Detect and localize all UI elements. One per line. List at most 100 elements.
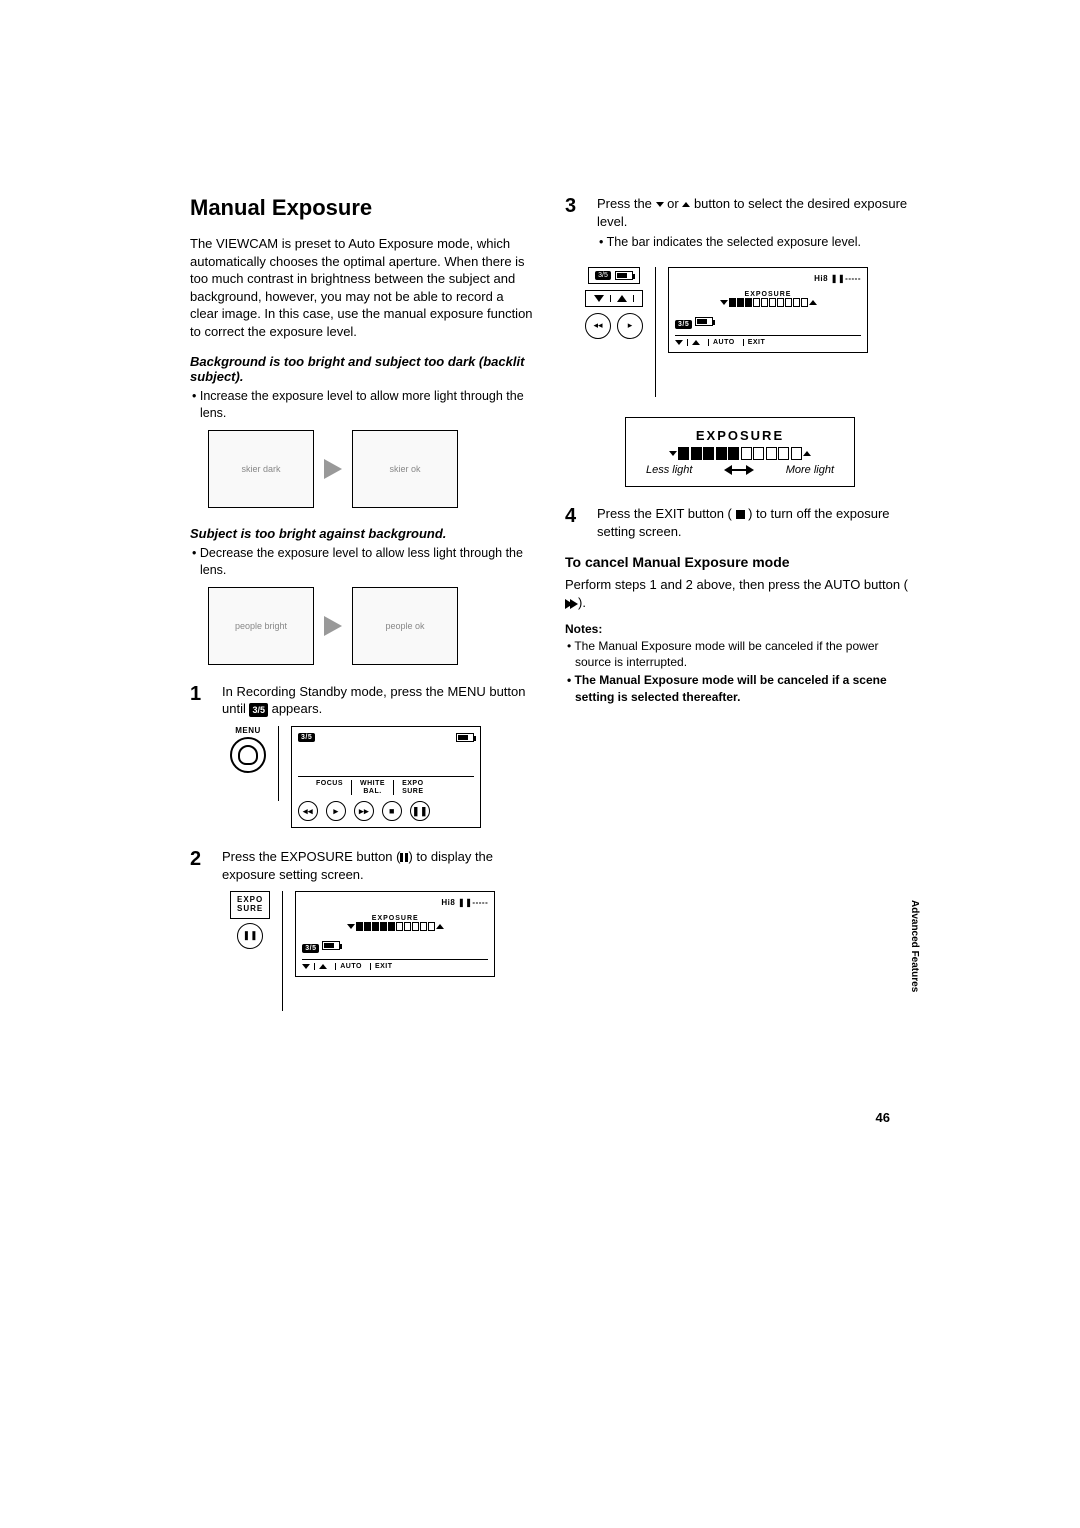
hi8-label: Hi8 ❚❚----- bbox=[441, 898, 488, 907]
step-4: 4 Press the EXIT button ( ) to turn off … bbox=[565, 505, 910, 540]
cancel-before: Perform steps 1 and 2 above, then press … bbox=[565, 577, 908, 592]
exposure-bar bbox=[302, 922, 488, 931]
more-light-label: More light bbox=[786, 464, 834, 476]
step-text: Press the EXIT button ( ) to turn off th… bbox=[597, 505, 910, 540]
exit-label: EXIT bbox=[743, 339, 770, 346]
step-num: 3 bbox=[565, 195, 583, 259]
section-tab-label: Advanced Features bbox=[909, 900, 920, 992]
less-light-label: Less light bbox=[646, 464, 692, 476]
situation2-heading: Subject is too bright against background… bbox=[190, 526, 535, 541]
right-column: 3 Press the or button to select the desi… bbox=[565, 195, 910, 1031]
down-icon bbox=[675, 340, 683, 345]
battery-icon bbox=[695, 317, 713, 326]
badge-icon: 3/5 bbox=[595, 271, 611, 280]
situation1-bullet: • Increase the exposure level to allow m… bbox=[190, 388, 535, 422]
left-column: Manual Exposure The VIEWCAM is preset to… bbox=[190, 195, 535, 1031]
battery-icon bbox=[615, 271, 633, 280]
menu-label: MENU bbox=[235, 726, 261, 735]
situation1-heading: Background is too bright and subject too… bbox=[190, 354, 535, 384]
battery-icon bbox=[456, 733, 474, 742]
down-icon bbox=[302, 964, 310, 969]
lcd-screen-1: 3/5 FOCUS WHITE BAL. EXPO SURE ◂◂ ▸ ▸▸ ■… bbox=[291, 726, 481, 828]
step-3: 3 Press the or button to select the desi… bbox=[565, 195, 910, 259]
step1-diagram: MENU 3/5 FOCUS WHITE BAL. EXPO SURE bbox=[230, 726, 535, 828]
tab-focus: FOCUS bbox=[298, 780, 352, 795]
step-2: 2 Press the EXPOSURE button () to displa… bbox=[190, 848, 535, 883]
bottom-bar: AUTO EXIT bbox=[675, 335, 861, 346]
menu-button-illus: MENU bbox=[230, 726, 266, 773]
arrow-icon bbox=[324, 459, 342, 479]
battery-icon bbox=[322, 941, 340, 950]
cancel-after: ). bbox=[578, 595, 586, 610]
stop-icon bbox=[736, 510, 745, 519]
situation2-bullet: • Decrease the exposure level to allow l… bbox=[190, 545, 535, 579]
tab-white-bal: WHITE BAL. bbox=[352, 780, 394, 795]
expo-button-illus: EXPO SURE ❚❚ bbox=[230, 891, 270, 949]
cancel-heading: To cancel Manual Exposure mode bbox=[565, 554, 910, 570]
bottom-bar: AUTO EXIT bbox=[302, 959, 488, 970]
illus-bright-before: people bright bbox=[208, 587, 314, 665]
expo-label: EXPO SURE bbox=[230, 891, 270, 919]
pause-icon: ❚❚ bbox=[410, 801, 430, 821]
up-icon bbox=[319, 964, 327, 969]
arrow-icon bbox=[324, 616, 342, 636]
page-content: Manual Exposure The VIEWCAM is preset to… bbox=[190, 195, 910, 1031]
up-icon bbox=[617, 295, 627, 302]
step3-diagram: 3/5 ◂◂ ▸ Hi8 ❚❚----- bbox=[585, 267, 910, 397]
down-icon bbox=[669, 451, 677, 456]
updown-controls: 3/5 ◂◂ ▸ bbox=[585, 267, 643, 339]
note-2: • The Manual Exposure mode will be cance… bbox=[565, 672, 910, 704]
step4-before: Press the EXIT button ( bbox=[597, 506, 736, 521]
rewind-icon: ◂◂ bbox=[585, 313, 611, 339]
hi8-label: Hi8 ❚❚----- bbox=[814, 274, 861, 283]
menu-circle-icon bbox=[230, 737, 266, 773]
pause-button-icon: ❚❚ bbox=[237, 923, 263, 949]
exposure-bar bbox=[675, 298, 861, 307]
ff-icon bbox=[565, 594, 578, 612]
cancel-text: Perform steps 1 and 2 above, then press … bbox=[565, 576, 910, 612]
page-title: Manual Exposure bbox=[190, 195, 535, 221]
illus-bright-after: people ok bbox=[352, 587, 458, 665]
step-num: 4 bbox=[565, 505, 583, 540]
illus-backlit-after: skier ok bbox=[352, 430, 458, 508]
step-num: 2 bbox=[190, 848, 208, 883]
note-1: • The Manual Exposure mode will be cance… bbox=[565, 638, 910, 670]
stop-icon: ■ bbox=[382, 801, 402, 821]
auto-label: AUTO bbox=[708, 339, 739, 346]
up-icon bbox=[803, 451, 811, 456]
bidir-arrow-icon bbox=[724, 464, 754, 476]
tab-exposure: EXPO SURE bbox=[394, 780, 431, 795]
step2-diagram: EXPO SURE ❚❚ Hi8 ❚❚----- EXPOSURE bbox=[230, 891, 535, 1011]
step-text: In Recording Standby mode, press the MEN… bbox=[222, 683, 535, 718]
illus-backlit-before: skier dark bbox=[208, 430, 314, 508]
up-icon bbox=[692, 340, 700, 345]
step-num: 1 bbox=[190, 683, 208, 718]
auto-label: AUTO bbox=[335, 963, 366, 970]
badge-icon: 3/5 bbox=[675, 320, 692, 329]
exposure-label: EXPOSURE bbox=[675, 291, 861, 298]
intro-text: The VIEWCAM is preset to Auto Exposure m… bbox=[190, 235, 535, 340]
ff-icon: ▸▸ bbox=[354, 801, 374, 821]
badge-icon: 3/5 bbox=[302, 944, 319, 953]
notes-heading: Notes: bbox=[565, 622, 910, 636]
exposure-title: EXPOSURE bbox=[636, 428, 844, 443]
situation2-illustrations: people bright people ok bbox=[208, 587, 535, 665]
exit-label: EXIT bbox=[370, 963, 397, 970]
down-icon bbox=[656, 202, 664, 207]
badge-icon: 3/5 bbox=[298, 733, 315, 742]
step-text: Press the EXPOSURE button () to display … bbox=[222, 848, 535, 883]
step-1: 1 In Recording Standby mode, press the M… bbox=[190, 683, 535, 718]
down-icon bbox=[594, 295, 604, 302]
button-row-1: ◂◂ ▸ ▸▸ ■ ❚❚ bbox=[298, 801, 474, 821]
menu-tabs: FOCUS WHITE BAL. EXPO SURE bbox=[298, 776, 474, 795]
rewind-icon: ◂◂ bbox=[298, 801, 318, 821]
situation1-illustrations: skier dark skier ok bbox=[208, 430, 535, 508]
lcd-screen-3: Hi8 ❚❚----- EXPOSURE 3/5 bbox=[668, 267, 868, 353]
step1-after: appears. bbox=[268, 701, 322, 716]
step3-bullet: • The bar indicates the selected exposur… bbox=[597, 234, 910, 251]
play-icon: ▸ bbox=[326, 801, 346, 821]
exposure-detail-box: EXPOSURE Less light More light bbox=[625, 417, 855, 487]
step3-before: Press the bbox=[597, 196, 656, 211]
exposure-bar-large bbox=[636, 447, 844, 460]
exposure-labels: Less light More light bbox=[636, 464, 844, 476]
